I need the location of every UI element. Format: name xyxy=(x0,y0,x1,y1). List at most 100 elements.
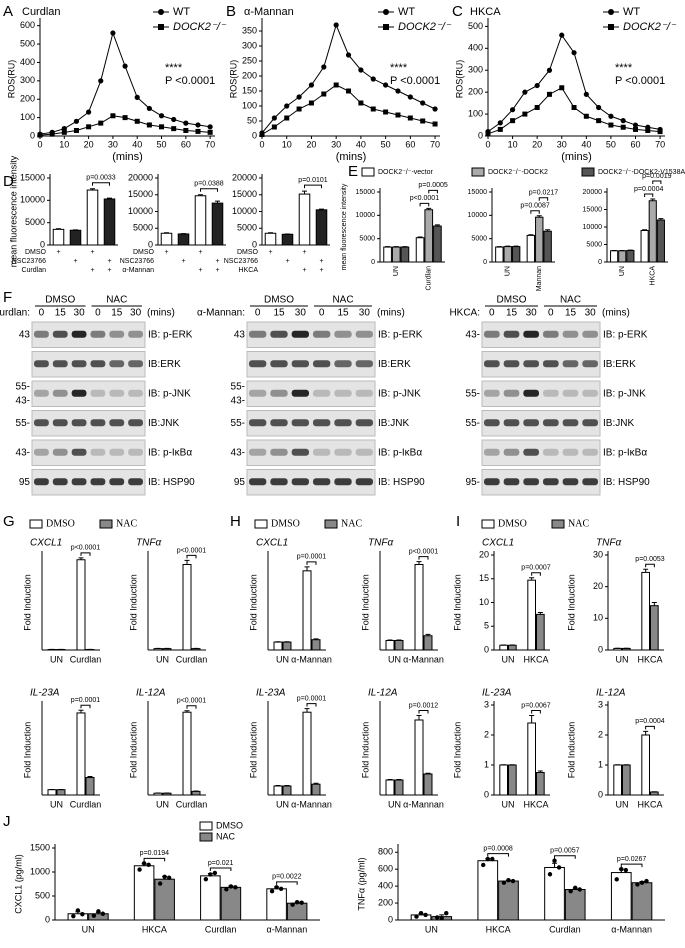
panel-letter: J xyxy=(3,813,11,830)
bar xyxy=(69,229,82,246)
x-tick-label: 10 xyxy=(508,139,518,149)
blot-band xyxy=(52,478,68,486)
bar xyxy=(298,193,311,246)
significance-bracket xyxy=(419,202,430,207)
significance-bracket xyxy=(306,703,317,707)
annotation: P <0.0001 xyxy=(390,75,440,87)
bar xyxy=(154,878,175,921)
mw-marker: 55- xyxy=(231,418,245,429)
point xyxy=(171,116,177,123)
data-point xyxy=(203,877,209,882)
blot-band xyxy=(71,419,87,427)
x-tick-label: Curdlan xyxy=(70,654,102,664)
bar xyxy=(182,564,192,651)
blot-band xyxy=(109,448,125,456)
blot-band xyxy=(503,478,520,486)
data-point xyxy=(490,856,495,862)
blot-band xyxy=(313,478,331,486)
blot-band xyxy=(313,360,331,368)
y-tick-label: 15000 xyxy=(356,189,376,196)
x-tick-label: HKCA xyxy=(523,799,548,809)
legend-label: DOCK2⁻/⁻ xyxy=(398,21,452,33)
legend-marker xyxy=(383,24,389,30)
data-point xyxy=(644,878,649,884)
y-tick-label: 0 xyxy=(598,644,603,654)
chart-title: IL-12A xyxy=(596,688,626,699)
blot-band xyxy=(484,419,500,427)
error-bar xyxy=(302,190,307,195)
time-label: 30 xyxy=(295,308,307,319)
y-tick-label: 250 xyxy=(242,55,257,65)
blot-band xyxy=(503,448,520,456)
x-tick-label: UN xyxy=(502,799,515,809)
time-label: 15 xyxy=(337,308,349,319)
point xyxy=(509,107,516,113)
point xyxy=(395,112,401,118)
antibody-label: IB:ERK xyxy=(378,359,411,370)
p-value: p<0.0001 xyxy=(177,698,206,705)
y-tick-label: 600 xyxy=(20,20,35,30)
bar xyxy=(282,641,292,651)
legend-label: DOCK2⁻/⁻-DOCK2 xyxy=(488,169,548,176)
y-tick-label: 30 xyxy=(593,549,603,559)
data-point xyxy=(141,861,147,866)
time-label: 0 xyxy=(95,308,101,319)
x-tick-label: HKCA xyxy=(637,654,662,664)
blot-band xyxy=(334,478,352,486)
significance-bracket xyxy=(428,189,438,194)
antibody-label: IB: p-JNK xyxy=(378,388,421,399)
p-value: p=0.0087 xyxy=(520,203,549,210)
point xyxy=(383,109,389,115)
time-label: 30 xyxy=(74,308,86,319)
p-value: p=0.0194 xyxy=(140,850,169,857)
data-point xyxy=(224,887,229,892)
x-tick-label: 0 xyxy=(485,139,490,149)
point xyxy=(497,120,503,126)
condition-mark: + xyxy=(268,249,272,256)
panel-letter: D xyxy=(3,173,14,190)
significance-bracket xyxy=(531,572,541,576)
blot-band xyxy=(34,360,49,368)
condition-mark: + xyxy=(198,267,202,274)
blot-image xyxy=(31,351,146,378)
bar xyxy=(273,641,283,651)
x-tick-label: α-Mannan xyxy=(267,924,308,934)
condition-mark: + xyxy=(319,267,323,274)
mw-marker: 55- xyxy=(231,382,245,393)
y-tick-label: 500 xyxy=(35,890,50,900)
bar xyxy=(282,785,292,796)
point xyxy=(284,103,290,109)
data-point xyxy=(623,867,629,873)
x-tick-label: 30 xyxy=(557,139,567,149)
mw-marker: 43- xyxy=(231,447,245,458)
point xyxy=(571,105,577,110)
antibody-label: IB:ERK xyxy=(148,359,181,370)
blot-band xyxy=(71,360,87,368)
time-label: 0 xyxy=(39,308,45,319)
chart-title: IL-23A xyxy=(482,688,512,699)
x-tick-label: Curdlan xyxy=(549,924,581,934)
x-tick-label: 30 xyxy=(331,139,341,149)
point xyxy=(596,118,602,124)
point xyxy=(633,126,638,132)
blot-image xyxy=(481,351,601,378)
x-axis-label: (mins) xyxy=(336,151,367,163)
time-label: 15 xyxy=(55,308,67,319)
x-tick-label: 20 xyxy=(532,139,542,149)
error-bar xyxy=(537,770,543,773)
error-bar xyxy=(268,232,273,234)
significance-bracket xyxy=(200,188,218,192)
point xyxy=(420,100,426,106)
y-tick-label: 2 xyxy=(484,729,489,739)
p-value: p=0.021 xyxy=(208,860,234,867)
p-value: p=0.0033 xyxy=(86,175,115,182)
x-tick-label: 40 xyxy=(581,139,591,149)
bar xyxy=(281,233,294,246)
bar xyxy=(641,734,651,796)
bar xyxy=(385,640,395,651)
y-axis-label: TNFα (pg/ml) xyxy=(356,857,366,910)
blot-band xyxy=(291,478,309,486)
p-value: p<0.0001 xyxy=(409,548,438,555)
x-tick-label: α-Mannan xyxy=(403,654,444,664)
